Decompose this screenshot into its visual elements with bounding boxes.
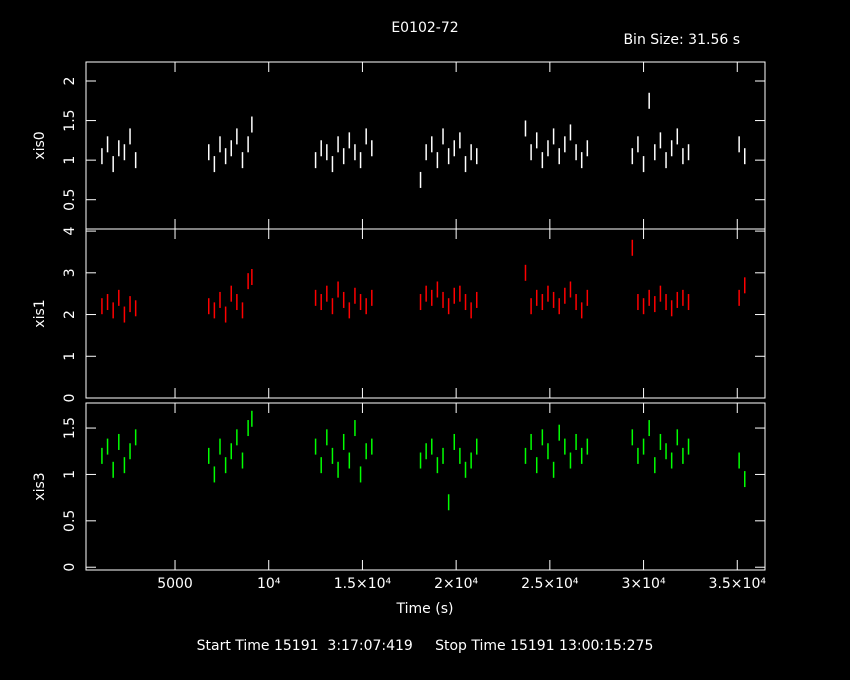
x-tick-label: 3.5×10⁴ bbox=[709, 576, 767, 592]
chart-title: E0102-72 bbox=[391, 20, 458, 36]
y-tick-label: 0 bbox=[62, 563, 78, 572]
x-axis-label: Time (s) bbox=[396, 601, 454, 617]
x-tick-label: 5000 bbox=[157, 576, 193, 592]
y-tick-label: 2 bbox=[62, 310, 78, 319]
y-axis-label: xis0 bbox=[32, 131, 48, 159]
y-tick-label: 1.5 bbox=[62, 109, 78, 131]
y-tick-label: 1 bbox=[62, 470, 78, 479]
x-tick-label: 10⁴ bbox=[257, 576, 281, 592]
x-tick-label: 1.5×10⁴ bbox=[334, 576, 392, 592]
y-tick-label: 2 bbox=[62, 77, 78, 86]
x-tick-label: 2×10⁴ bbox=[434, 576, 478, 592]
bin-size: Bin Size: 31.56 s bbox=[623, 32, 740, 48]
y-axis-label: xis1 bbox=[32, 299, 48, 327]
x-tick-label: 2.5×10⁴ bbox=[521, 576, 579, 592]
y-tick-label: 3 bbox=[62, 268, 78, 277]
y-tick-label: 0.5 bbox=[62, 510, 78, 532]
panel-frame bbox=[85, 402, 766, 571]
panel-frame bbox=[85, 228, 766, 399]
y-axis-label: xis3 bbox=[32, 472, 48, 500]
y-tick-label: 1 bbox=[62, 156, 78, 165]
y-tick-label: 0.5 bbox=[62, 189, 78, 211]
y-tick-label: 1 bbox=[62, 352, 78, 361]
y-tick-label: 1.5 bbox=[62, 417, 78, 439]
time-range: Start Time 15191 3:17:07:419 Stop Time 1… bbox=[197, 638, 654, 654]
y-tick-label: 0 bbox=[62, 394, 78, 403]
y-tick-label: 4 bbox=[62, 227, 78, 236]
x-tick-label: 3×10⁴ bbox=[622, 576, 666, 592]
